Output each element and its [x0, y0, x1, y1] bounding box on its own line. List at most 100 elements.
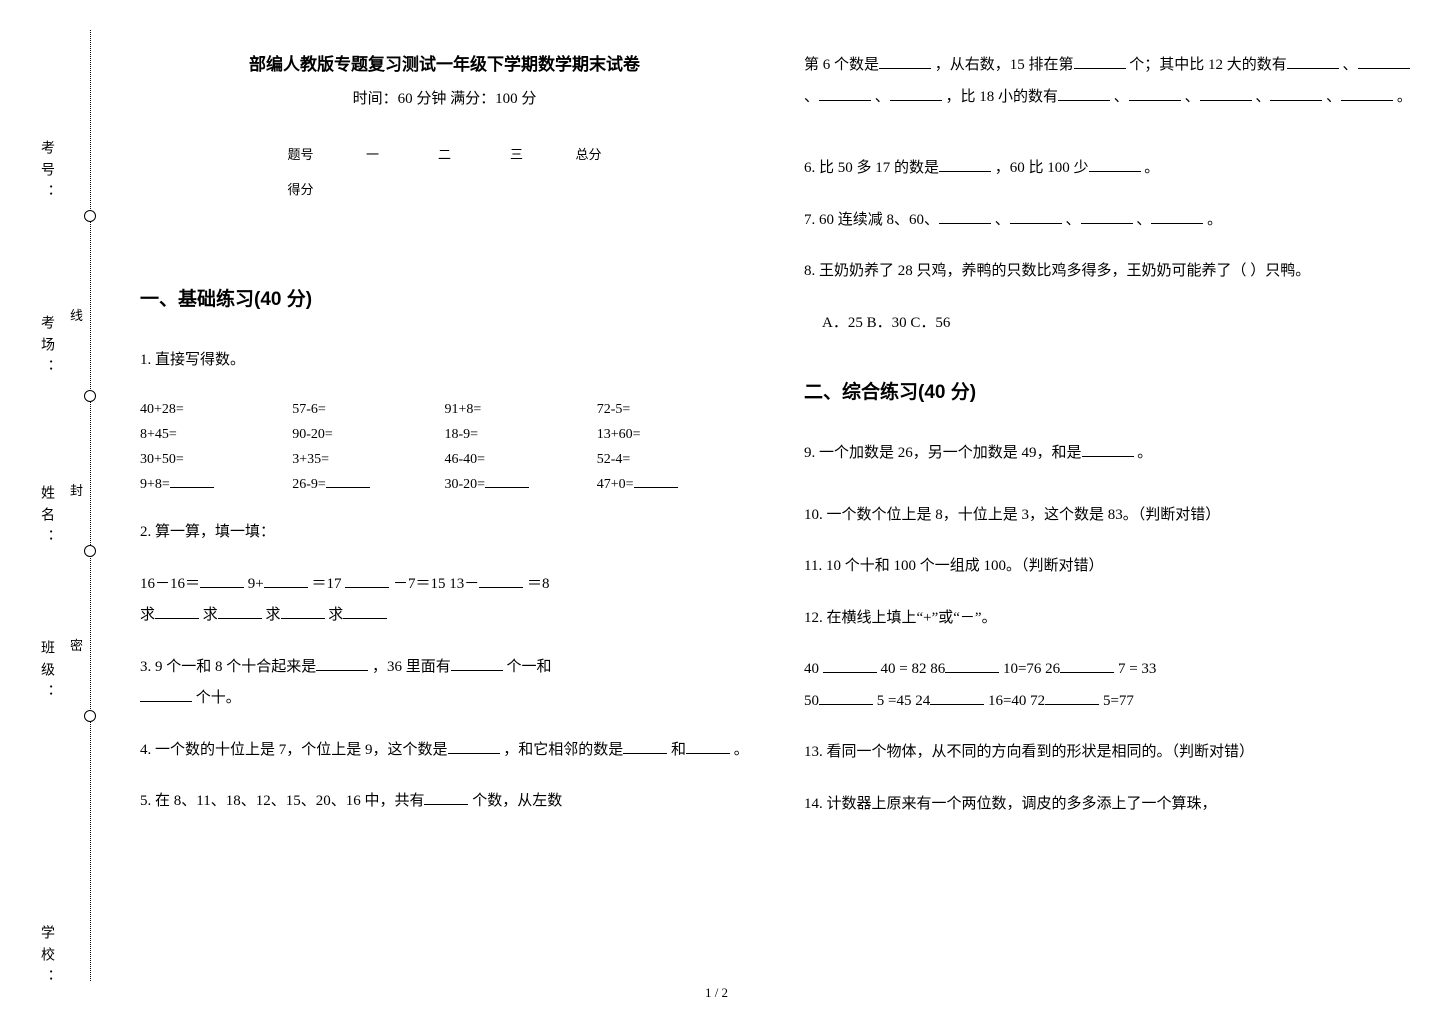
- exam-subtitle: 时间：60 分钟 满分：100 分: [140, 87, 749, 108]
- fill-blank[interactable]: [218, 604, 262, 619]
- fill-blank[interactable]: [424, 790, 468, 805]
- t: 50: [804, 693, 819, 709]
- fill-blank[interactable]: [326, 474, 370, 488]
- fill-blank[interactable]: [1358, 54, 1410, 69]
- fill-blank[interactable]: [634, 474, 678, 488]
- t: 个；其中比 12 大的数有: [1129, 57, 1287, 73]
- t: ，和它相邻的数是: [503, 742, 623, 758]
- t: 5 =45 24: [877, 693, 930, 709]
- t: 和: [671, 742, 686, 758]
- fill-blank[interactable]: [1287, 54, 1339, 69]
- binding-circle: [84, 710, 96, 722]
- score-header: 三: [481, 136, 553, 171]
- fill-blank[interactable]: [939, 209, 991, 224]
- fill-blank[interactable]: [448, 739, 500, 754]
- fill-blank[interactable]: [1074, 54, 1126, 69]
- fill-blank[interactable]: [170, 474, 214, 488]
- fill-blank[interactable]: [140, 687, 192, 702]
- page-content: 部编人教版专题复习测试一年级下学期数学期末试卷 时间：60 分钟 满分：100 …: [140, 50, 1413, 981]
- fill-blank[interactable]: [623, 739, 667, 754]
- fill-blank[interactable]: [1082, 442, 1134, 457]
- fill-blank[interactable]: [451, 656, 503, 671]
- fill-blank[interactable]: [939, 157, 991, 172]
- t: 、: [1185, 89, 1200, 105]
- fill-blank[interactable]: [316, 656, 368, 671]
- fill-blank[interactable]: [1058, 86, 1110, 101]
- binding-circle: [84, 545, 96, 557]
- t: 9. 一个加数是 26，另一个加数是 49，和是: [804, 445, 1082, 461]
- fill-blank[interactable]: [485, 474, 529, 488]
- fill-blank[interactable]: [281, 604, 325, 619]
- fill-blank[interactable]: [930, 690, 984, 705]
- score-cell: [553, 171, 625, 206]
- t: 个数，从左数: [472, 793, 562, 809]
- right-column: 第 6 个数是 ，从右数，15 排在第 个；其中比 12 大的数有 、 、 、 …: [804, 50, 1413, 981]
- fill-blank[interactable]: [155, 604, 199, 619]
- q5: 5. 在 8、11、18、12、15、20、16 中，共有 个数，从左数: [140, 786, 749, 818]
- q9: 9. 一个加数是 26，另一个加数是 49，和是 。: [804, 438, 1413, 470]
- t: ＝8: [527, 576, 550, 592]
- fill-blank[interactable]: [823, 658, 877, 673]
- fill-blank[interactable]: [345, 573, 389, 588]
- fill-blank[interactable]: [1081, 209, 1133, 224]
- fill-blank[interactable]: [1089, 157, 1141, 172]
- fill-blank[interactable]: [200, 573, 244, 588]
- t: 、: [1255, 89, 1270, 105]
- fill-blank[interactable]: [686, 739, 730, 754]
- t: ，60 比 100 少: [995, 160, 1089, 176]
- t: －7＝15 13－: [393, 576, 479, 592]
- fill-blank[interactable]: [819, 86, 871, 101]
- t: 7. 60 连续减 8、60、: [804, 212, 939, 228]
- fill-blank[interactable]: [1200, 86, 1252, 101]
- score-row-label: 得分: [265, 171, 337, 206]
- t: 求: [203, 607, 218, 623]
- q11: 11. 10 个十和 100 个一组成 100。（判断对错）: [804, 551, 1413, 583]
- binding-label: 考号：: [36, 140, 56, 206]
- fill-blank[interactable]: [1341, 86, 1393, 101]
- left-column: 部编人教版专题复习测试一年级下学期数学期末试卷 时间：60 分钟 满分：100 …: [140, 50, 749, 981]
- arith-cell: 3+35=: [292, 447, 444, 472]
- arith-cell: 91+8=: [445, 397, 597, 422]
- seal-char: 线: [70, 305, 83, 324]
- t: ，36 里面有: [372, 659, 451, 675]
- arith-cell: 46-40=: [445, 447, 597, 472]
- arith-cell: 57-6=: [292, 397, 444, 422]
- fill-blank[interactable]: [264, 573, 308, 588]
- section-heading-1: 一、基础练习(40 分): [140, 284, 749, 311]
- t: 5=77: [1103, 693, 1134, 709]
- t: 7 = 33: [1118, 661, 1156, 677]
- binding-circle: [84, 390, 96, 402]
- fill-blank[interactable]: [1010, 209, 1062, 224]
- arith-cell: 47+0=: [597, 472, 749, 497]
- fill-blank[interactable]: [879, 54, 931, 69]
- q8-choices: A．25 B．30 C．56: [822, 308, 1413, 340]
- t: 、: [804, 89, 819, 105]
- fill-blank[interactable]: [890, 86, 942, 101]
- fill-blank[interactable]: [1060, 658, 1114, 673]
- fill-blank[interactable]: [1045, 690, 1099, 705]
- fill-blank[interactable]: [479, 573, 523, 588]
- fill-blank[interactable]: [1129, 86, 1181, 101]
- t: ，比 18 小的数有: [946, 89, 1059, 105]
- t: 、: [1136, 212, 1151, 228]
- fill-blank[interactable]: [1270, 86, 1322, 101]
- q7: 7. 60 连续减 8、60、 、 、 、 。: [804, 205, 1413, 237]
- q1-stem: 1. 直接写得数。: [140, 345, 749, 377]
- t: 个一和: [507, 659, 552, 675]
- fill-blank[interactable]: [819, 690, 873, 705]
- q12-stem: 12. 在横线上填上“+”或“－”。: [804, 603, 1413, 635]
- t: 9+: [248, 576, 264, 592]
- fill-blank[interactable]: [1151, 209, 1203, 224]
- score-header: 题号: [265, 136, 337, 171]
- fill-blank[interactable]: [945, 658, 999, 673]
- q13: 13. 看同一个物体，从不同的方向看到的形状是相同的。（判断对错）: [804, 737, 1413, 769]
- t: ，从右数，15 排在第: [935, 57, 1074, 73]
- t: 、: [1114, 89, 1129, 105]
- binding-label: 学校：: [36, 925, 56, 991]
- t: 40: [804, 661, 823, 677]
- fill-blank[interactable]: [343, 604, 387, 619]
- t: 8. 王奶奶养了 28 只鸡，养鸭的只数比鸡多得多，王奶奶可能养了（ ）只鸭。: [804, 263, 1310, 279]
- t: 、: [1343, 57, 1358, 73]
- page-number: 1 / 2: [705, 985, 728, 1001]
- q5-continued: 第 6 个数是 ，从右数，15 排在第 个；其中比 12 大的数有 、 、 、 …: [804, 50, 1413, 113]
